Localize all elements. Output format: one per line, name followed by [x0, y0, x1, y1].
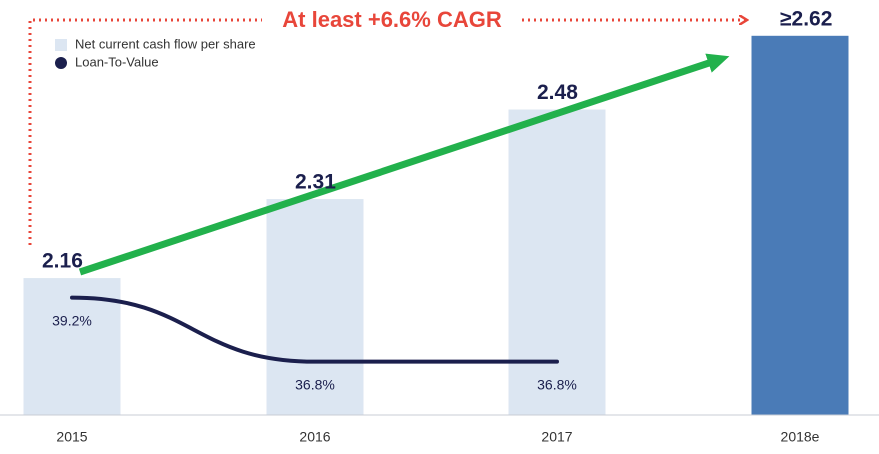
bars: [23, 35, 849, 416]
bar: [266, 199, 364, 415]
x-tick-label: 2015: [56, 429, 87, 445]
legend-label: Net current cash flow per share: [75, 36, 256, 51]
ltv-line: [70, 295, 559, 364]
bar-value-label: 2.16: [42, 250, 83, 273]
x-tick-label: 2016: [299, 429, 330, 445]
line-value-label: 36.8%: [295, 376, 335, 392]
cagr-annotation: At least +6.6% CAGR: [282, 7, 502, 32]
line-value-label: 39.2%: [52, 312, 92, 328]
cagr-dotted-line: [28, 18, 262, 245]
legend: Net current cash flow per share Loan-To-V…: [55, 36, 256, 69]
x-tick-label: 2018e: [781, 429, 820, 445]
legend-swatch: [55, 39, 67, 51]
bar: [508, 109, 606, 416]
bar-value-label: 2.48: [537, 81, 578, 104]
legend-label: Loan-To-Value: [75, 54, 159, 69]
bar-value-label: ≥2.62: [780, 7, 832, 30]
x-tick-label: 2017: [541, 429, 572, 445]
line-value-label: 36.8%: [537, 376, 577, 392]
bar-value-label: 2.31: [295, 171, 336, 194]
growth-arrow: [78, 53, 730, 276]
legend-swatch: [55, 57, 67, 69]
bar: [751, 35, 849, 416]
